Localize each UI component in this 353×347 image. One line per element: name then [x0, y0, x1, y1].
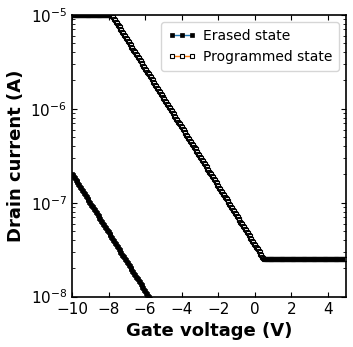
- Erased state: [343, 304, 348, 308]
- Programmed state: [301, 257, 306, 261]
- Programmed state: [71, 13, 75, 17]
- Erased state: [233, 304, 237, 308]
- Erased state: [70, 171, 74, 176]
- X-axis label: Gate voltage (V): Gate voltage (V): [126, 322, 292, 340]
- Erased state: [71, 173, 75, 177]
- Programmed state: [319, 257, 323, 261]
- Erased state: [301, 304, 306, 308]
- Programmed state: [232, 209, 236, 213]
- Erased state: [238, 304, 243, 308]
- Programmed state: [262, 257, 266, 261]
- Erased state: [234, 304, 238, 308]
- Erased state: [152, 304, 156, 308]
- Programmed state: [343, 257, 348, 261]
- Legend: Erased state, Programmed state: Erased state, Programmed state: [161, 22, 339, 70]
- Line: Programmed state: Programmed state: [70, 12, 348, 262]
- Line: Erased state: Erased state: [70, 171, 348, 308]
- Erased state: [319, 304, 323, 308]
- Y-axis label: Drain current (A): Drain current (A): [7, 69, 25, 242]
- Programmed state: [233, 211, 237, 215]
- Programmed state: [70, 13, 74, 17]
- Programmed state: [237, 218, 241, 222]
